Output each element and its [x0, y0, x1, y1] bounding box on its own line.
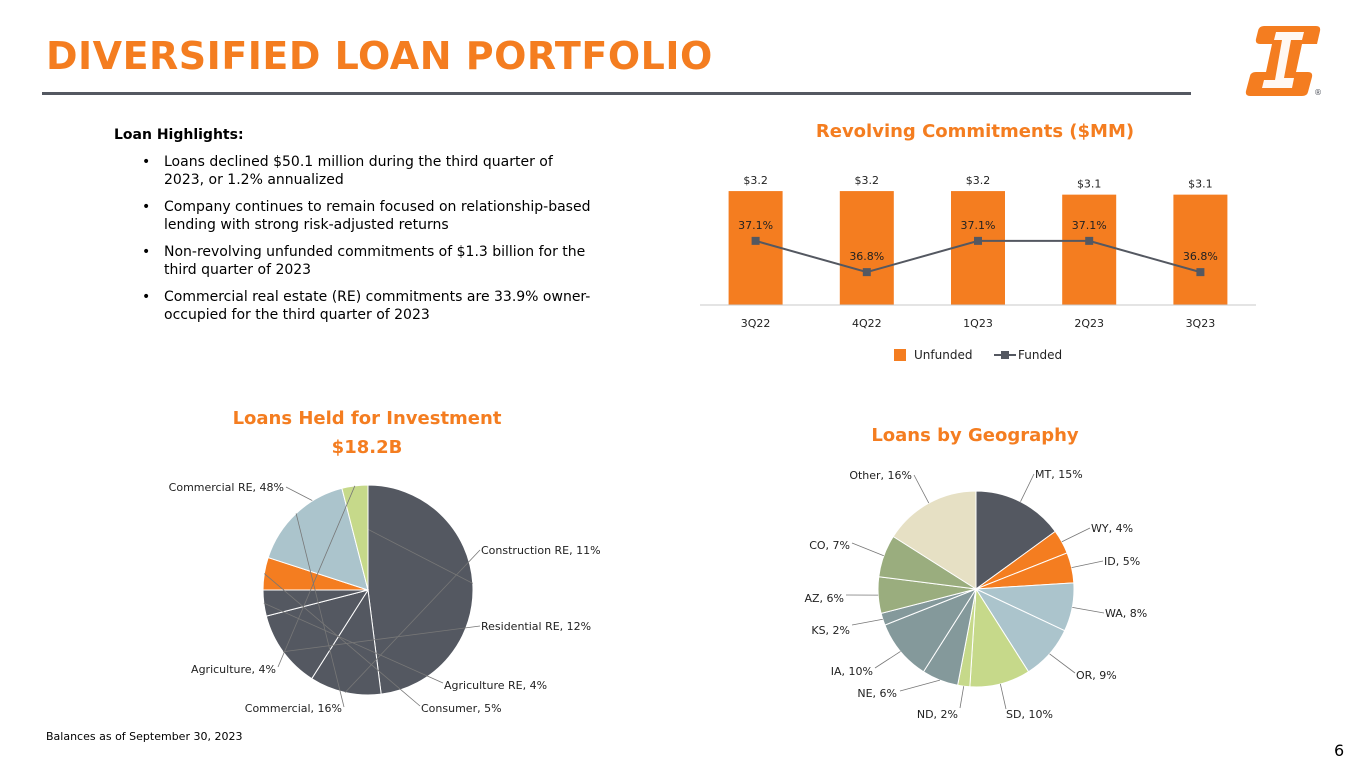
slice-label: Agriculture, 4%: [191, 663, 276, 676]
slice-label: Other, 16%: [849, 469, 912, 482]
leader-line: [1049, 653, 1076, 674]
x-tick-label: 3Q23: [1186, 317, 1216, 330]
bullet-icon: •: [142, 199, 151, 215]
slice-label: IA, 10%: [831, 665, 873, 678]
highlights-heading: Loan Highlights:: [114, 127, 244, 143]
highlight-text: Non-revolving unfunded commitments of $1…: [164, 244, 586, 278]
leader-line: [913, 474, 930, 504]
slice-label: ND, 2%: [917, 708, 958, 721]
leader-line: [851, 542, 884, 557]
slice-label: Construction RE, 11%: [481, 544, 601, 557]
x-tick-label: 4Q22: [852, 317, 882, 330]
funded-value-label: 37.1%: [1072, 219, 1107, 232]
bullet-icon: •: [142, 154, 151, 170]
legend-swatch-unfunded: [894, 349, 906, 361]
pie-slice: [341, 484, 369, 591]
funded-value-label: 37.1%: [738, 219, 773, 232]
x-tick-label: 3Q22: [741, 317, 771, 330]
page-title: DIVERSIFIED LOAN PORTFOLIO: [46, 34, 713, 78]
funded-value-label: 36.8%: [849, 250, 884, 263]
slice-label: OR, 9%: [1076, 669, 1117, 682]
company-logo: ®: [1242, 24, 1324, 100]
bar-unfunded: [1062, 194, 1117, 305]
list-item: • Non-revolving unfunded commitments of $…: [114, 243, 594, 279]
leader-line: [1061, 527, 1091, 543]
lhi-chart-title: Loans Held for Investment: [232, 408, 502, 429]
slice-label: MT, 15%: [1035, 468, 1083, 481]
slice-label: ID, 5%: [1104, 555, 1140, 568]
legend-marker-funded: [1001, 351, 1009, 359]
leader-line: [899, 679, 941, 692]
leader-line: [283, 625, 481, 653]
first-interstate-logo-icon: ®: [1245, 26, 1322, 97]
bar-unfunded: [728, 191, 783, 305]
highlight-text: Loans declined $50.1 million during the …: [164, 154, 553, 188]
funded-point: [1085, 236, 1094, 245]
leader-line: [277, 485, 356, 668]
lhi-chart-subtitle: $18.2B: [331, 437, 403, 458]
funded-point: [1196, 268, 1205, 277]
pie-slice: [367, 484, 474, 695]
highlights-list: • Loans declined $50.1 million during the…: [114, 153, 594, 324]
highlight-text: Commercial real estate (RE) commitments …: [164, 289, 591, 323]
legend-label-unfunded: Unfunded: [914, 348, 972, 362]
leader-line: [264, 573, 421, 707]
leader-line: [263, 602, 444, 684]
list-item: • Commercial real estate (RE) commitments…: [114, 288, 594, 324]
registered-mark: ®: [1314, 88, 1322, 97]
bullet-icon: •: [142, 244, 151, 260]
leader-line: [851, 618, 883, 626]
bar-value-label: $3.1: [1077, 178, 1102, 191]
legend-label-funded: Funded: [1018, 348, 1062, 362]
slice-label: SD, 10%: [1006, 708, 1053, 721]
revolving-chart-title: Revolving Commitments ($MM): [815, 121, 1135, 142]
bar-unfunded: [839, 191, 894, 305]
funded-point: [862, 268, 871, 277]
slice-label: KS, 2%: [811, 624, 850, 637]
geography-chart-title: Loans by Geography: [871, 425, 1079, 446]
highlight-text: Company continues to remain focused on r…: [164, 199, 591, 233]
x-tick-label: 2Q23: [1074, 317, 1104, 330]
bullet-icon: •: [142, 289, 151, 305]
list-item: • Company continues to remain focused on …: [114, 198, 594, 234]
footnote: Balances as of September 30, 2023: [46, 730, 243, 743]
list-item: • Loans declined $50.1 million during the…: [114, 153, 594, 189]
slice-label: Commercial, 16%: [245, 702, 342, 715]
revolving-commitments-chart: $3.2 3Q22 $3.2 4Q22 $3.2 1Q23 $3.1 2Q23 $3.1 3Q23…: [700, 174, 1256, 362]
leader-line: [344, 549, 481, 693]
leader-line: [1071, 560, 1104, 569]
bar-value-label: $3.2: [855, 174, 880, 187]
pie-slice: [892, 490, 977, 590]
bar-unfunded: [1173, 194, 1228, 305]
bar-value-label: $3.2: [966, 174, 991, 187]
loans-geography-pie-chart: MT, 15% WY, 4% ID, 5% WA, 8% OR, 9% SD, 10% ND…: [804, 468, 1147, 721]
leader-line: [1020, 473, 1035, 502]
slice-label: CO, 7%: [809, 539, 850, 552]
slice-label: Residential RE, 12%: [481, 620, 591, 633]
loan-highlights: Loan Highlights: • Loans declined $50.1 m…: [114, 126, 594, 333]
bar-unfunded: [951, 191, 1005, 305]
slice-label: NE, 6%: [857, 687, 897, 700]
slice-label: Consumer, 5%: [421, 702, 502, 715]
leader-line: [1072, 606, 1105, 614]
funded-value-label: 36.8%: [1183, 250, 1218, 263]
leader-line: [295, 513, 345, 708]
page-number: 6: [1334, 741, 1345, 760]
slice-label: AZ, 6%: [804, 592, 844, 605]
x-tick-label: 1Q23: [963, 317, 993, 330]
leader-line: [999, 683, 1007, 710]
funded-point: [751, 236, 760, 245]
slice-label: Agriculture RE, 4%: [444, 679, 547, 692]
funded-value-label: 37.1%: [961, 219, 996, 232]
slice-label: WY, 4%: [1091, 522, 1133, 535]
bar-value-label: $3.2: [743, 174, 768, 187]
funded-point: [974, 236, 982, 245]
leader-line: [959, 686, 965, 709]
title-divider: [42, 92, 1191, 95]
bar-value-label: $3.1: [1188, 178, 1213, 191]
slice-label: Commercial RE, 48%: [169, 481, 284, 494]
slice-label: WA, 8%: [1105, 607, 1147, 620]
leader-line: [874, 651, 901, 669]
loans-held-pie-chart: Commercial RE, 48% Construction RE, 11% Re…: [169, 481, 601, 715]
